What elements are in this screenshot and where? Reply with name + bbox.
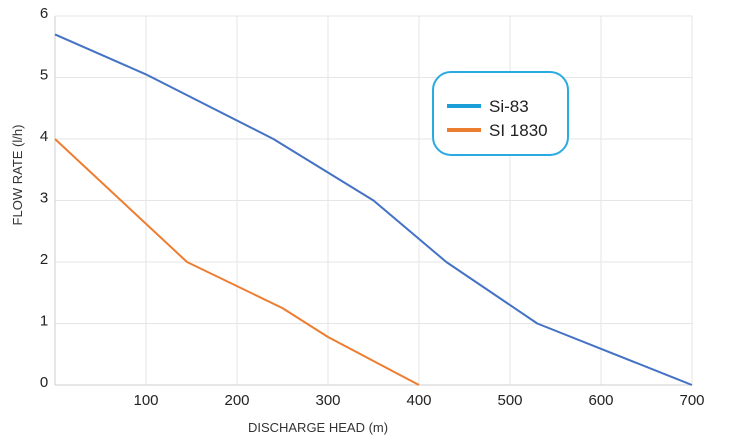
x-tick-label: 600 bbox=[588, 392, 613, 409]
legend: Si-83 SI 1830 bbox=[432, 71, 569, 156]
y-tick-label: 4 bbox=[40, 128, 48, 145]
legend-label-1: SI 1830 bbox=[489, 121, 548, 140]
x-tick-labels: 100 200 300 400 500 600 700 bbox=[133, 392, 704, 409]
x-tick-label: 300 bbox=[315, 392, 340, 409]
y-tick-label: 0 bbox=[40, 374, 48, 391]
x-tick-label: 700 bbox=[679, 392, 704, 409]
y-tick-label: 6 bbox=[40, 5, 48, 22]
series-line-1 bbox=[54, 138, 420, 386]
series-line-0 bbox=[54, 33, 693, 386]
axes bbox=[54, 16, 692, 386]
legend-box bbox=[432, 71, 569, 156]
y-tick-label: 5 bbox=[40, 67, 48, 84]
series-lines bbox=[54, 33, 693, 386]
y-tick-label: 1 bbox=[40, 313, 48, 330]
y-tick-label: 3 bbox=[40, 190, 48, 207]
y-tick-labels: 0 1 2 3 4 5 6 bbox=[40, 5, 48, 391]
x-axis-label: DISCHARGE HEAD (m) bbox=[248, 420, 388, 435]
x-tick-label: 500 bbox=[497, 392, 522, 409]
x-tick-label: 400 bbox=[406, 392, 431, 409]
x-tick-label: 100 bbox=[133, 392, 158, 409]
legend-label-0: Si-83 bbox=[489, 97, 529, 116]
x-tick-label: 200 bbox=[224, 392, 249, 409]
grid-lines bbox=[55, 15, 693, 385]
y-axis-label: FLOW RATE (l/h) bbox=[10, 125, 25, 226]
y-tick-label: 2 bbox=[40, 251, 48, 268]
